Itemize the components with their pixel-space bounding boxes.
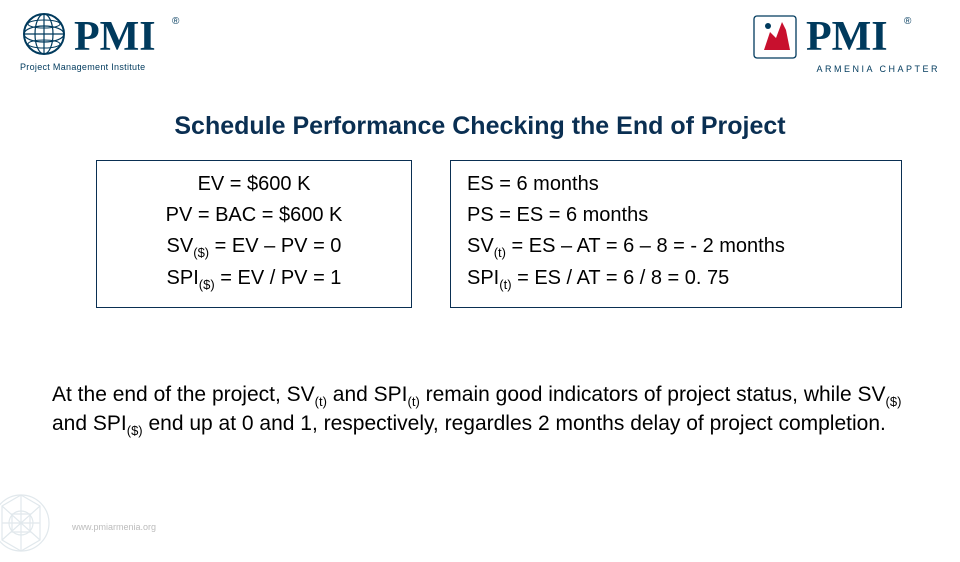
time-metrics-box: ES = 6 months PS = ES = 6 months SV(t) =… <box>450 160 902 308</box>
header: PMI ® Project Management Institute PMI ®… <box>0 0 960 98</box>
footer-url: www.pmiarmenia.org <box>72 522 156 532</box>
es-line: ES = 6 months <box>467 169 891 200</box>
watermark-icon <box>0 484 60 562</box>
spi-dollar-line: SPI($) = EV / PV = 1 <box>113 263 395 295</box>
pmi-wordmark-icon: PMI ® <box>74 10 194 58</box>
globe-icon <box>20 10 68 58</box>
svg-text:PMI: PMI <box>806 14 888 60</box>
pv-line: PV = BAC = $600 K <box>113 200 395 231</box>
ps-line: PS = ES = 6 months <box>467 200 891 231</box>
pmi-logo: PMI ® <box>20 10 194 58</box>
svg-text:PMI: PMI <box>74 14 156 58</box>
chapter-label: ARMENIA CHAPTER <box>816 64 940 74</box>
ev-line: EV = $600 K <box>113 169 395 200</box>
spi-time-line: SPI(t) = ES / AT = 6 / 8 = 0. 75 <box>467 263 891 295</box>
content-boxes: EV = $600 K PV = BAC = $600 K SV($) = EV… <box>96 160 902 308</box>
dollar-metrics-box: EV = $600 K PV = BAC = $600 K SV($) = EV… <box>96 160 412 308</box>
pmi-chapter-logo-icon: PMI ® <box>750 10 940 62</box>
sv-time-line: SV(t) = ES – AT = 6 – 8 = - 2 months <box>467 231 891 263</box>
pmi-subtitle: Project Management Institute <box>20 62 194 72</box>
svg-text:®: ® <box>904 16 912 27</box>
pmi-logo-left: PMI ® Project Management Institute <box>20 10 194 72</box>
sv-dollar-line: SV($) = EV – PV = 0 <box>113 231 395 263</box>
svg-text:®: ® <box>172 16 180 27</box>
conclusion-paragraph: At the end of the project, SV(t) and SPI… <box>52 382 918 440</box>
pmi-logo-right: PMI ® ARMENIA CHAPTER <box>750 10 940 74</box>
slide-title: Schedule Performance Checking the End of… <box>0 112 960 141</box>
